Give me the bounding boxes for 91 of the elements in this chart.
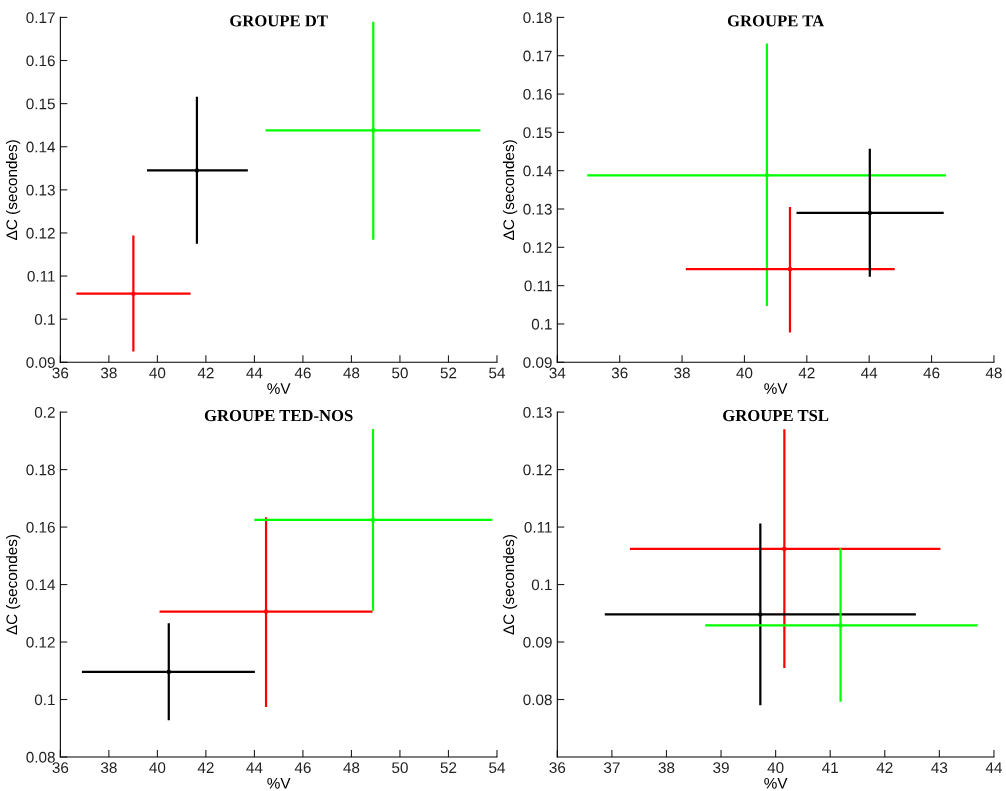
y-tick-label: 0.2 xyxy=(34,406,55,418)
chart-title: GROUPE TED-NOS xyxy=(204,409,353,422)
y-tick-label: 0.14 xyxy=(26,579,56,591)
x-tick-label: 54 xyxy=(489,367,506,379)
x-tick-label: 48 xyxy=(343,762,360,774)
chart-title: GROUPE DT xyxy=(230,15,328,27)
y-tick-label: 0.16 xyxy=(523,88,552,100)
y-tick-label: 0.18 xyxy=(523,12,552,24)
x-tick-label: 40 xyxy=(149,367,166,379)
x-tick-label: 38 xyxy=(100,762,117,774)
x-axis-title: %V xyxy=(764,383,788,394)
x-axis-title: %V xyxy=(267,777,291,789)
y-tick-label: 0.1 xyxy=(34,314,55,325)
x-tick-label: 50 xyxy=(392,367,408,379)
y-tick-label: 0.1 xyxy=(34,694,55,706)
y-tick-label: 0.08 xyxy=(26,751,55,763)
x-tick-label: 46 xyxy=(923,367,940,379)
y-tick-label: 0.11 xyxy=(524,521,552,533)
y-tick-label: 0.13 xyxy=(523,406,552,418)
point xyxy=(868,211,872,215)
x-tick-label: 38 xyxy=(674,367,690,379)
y-tick-label: 0.12 xyxy=(26,636,55,648)
y-tick-label: 0.12 xyxy=(523,464,552,476)
x-tick-label: 36 xyxy=(549,762,566,774)
point xyxy=(131,291,136,296)
x-tick-label: 44 xyxy=(985,762,1002,773)
x-tick-label: 42 xyxy=(798,367,815,379)
y-tick-label: 0.15 xyxy=(523,127,552,139)
y-axis-title: ΔC (secondes) xyxy=(502,534,518,635)
y-tick-label: 0.13 xyxy=(523,203,552,215)
x-tick-label: 36 xyxy=(52,762,69,774)
point xyxy=(371,518,375,522)
y-tick-label: 0.09 xyxy=(523,357,552,368)
y-tick-label: 0.1 xyxy=(531,579,552,591)
point xyxy=(371,128,376,133)
x-tick-label: 48 xyxy=(985,367,1002,379)
point xyxy=(788,267,792,271)
x-tick-label: 46 xyxy=(294,762,311,774)
point xyxy=(166,670,171,674)
x-tick-label: 42 xyxy=(876,762,893,773)
x-axis-title: %V xyxy=(764,777,788,789)
x-tick-label: 50 xyxy=(392,762,408,774)
y-axis-title: ΔC (secondes) xyxy=(5,534,21,635)
point xyxy=(782,547,787,551)
x-tick-label: 38 xyxy=(100,367,117,379)
chart-title: GROUPE TSL xyxy=(723,409,829,422)
x-tick-label: 36 xyxy=(611,367,628,379)
y-tick-label: 0.1 xyxy=(531,318,552,330)
y-tick-label: 0.08 xyxy=(523,694,552,706)
y-tick-label: 0.13 xyxy=(26,184,55,196)
y-tick-label: 0.09 xyxy=(523,636,552,648)
x-tick-label: 40 xyxy=(767,762,784,774)
point xyxy=(264,609,268,614)
y-tick-label: 0.16 xyxy=(26,521,55,533)
x-axis-title: %V xyxy=(267,383,291,394)
point xyxy=(195,168,199,173)
x-tick-label: 44 xyxy=(861,367,878,379)
y-tick-label: 0.17 xyxy=(523,50,552,62)
x-tick-label: 38 xyxy=(658,762,675,774)
x-tick-label: 43 xyxy=(931,762,948,774)
x-tick-label: 42 xyxy=(197,762,214,773)
x-tick-label: 48 xyxy=(343,367,360,379)
y-tick-label: 0.12 xyxy=(523,242,552,254)
y-tick-label: 0.15 xyxy=(26,98,55,110)
point xyxy=(765,173,769,178)
x-tick-label: 40 xyxy=(149,762,166,774)
y-tick-label: 0.09 xyxy=(26,357,55,368)
x-tick-label: 37 xyxy=(603,762,620,774)
y-tick-label: 0.11 xyxy=(27,270,55,282)
x-tick-label: 46 xyxy=(294,367,311,379)
x-tick-label: 44 xyxy=(246,762,263,773)
chart-title: GROUPE TA xyxy=(727,15,825,27)
x-tick-label: 41 xyxy=(822,762,838,773)
x-tick-label: 54 xyxy=(489,762,506,774)
x-tick-label: 52 xyxy=(440,762,457,774)
x-tick-label: 39 xyxy=(713,762,729,774)
y-tick-label: 0.14 xyxy=(26,141,56,153)
y-tick-label: 0.12 xyxy=(26,227,55,239)
y-tick-label: 0.16 xyxy=(26,55,55,67)
x-tick-label: 40 xyxy=(736,367,753,379)
y-axis-title: ΔC (secondes) xyxy=(502,140,518,240)
x-tick-label: 34 xyxy=(549,367,566,379)
y-axis-title: ΔC (secondes) xyxy=(5,140,21,240)
x-tick-label: 44 xyxy=(246,367,263,379)
y-tick-label: 0.18 xyxy=(26,464,55,476)
x-tick-label: 42 xyxy=(197,367,214,379)
x-tick-label: 52 xyxy=(440,367,457,379)
y-tick-label: 0.11 xyxy=(524,280,552,292)
y-tick-label: 0.14 xyxy=(523,165,553,177)
y-tick-label: 0.17 xyxy=(26,12,55,24)
x-tick-label: 36 xyxy=(52,367,69,379)
